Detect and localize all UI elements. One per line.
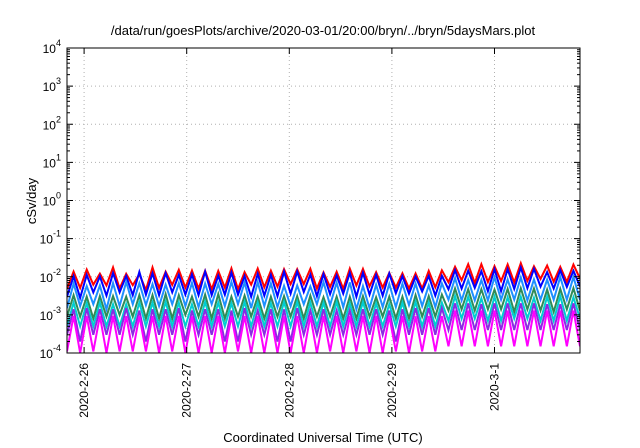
series-line-2 [67, 264, 580, 302]
y-tick-label: 102 [43, 114, 61, 132]
x-axis-label: Coordinated Universal Time (UTC) [223, 430, 422, 445]
y-tick-label: 100 [43, 191, 61, 209]
y-tick-label: 10-2 [40, 267, 61, 285]
y-axis-label: cSv/day [24, 177, 39, 224]
y-tick-label: 10-4 [40, 343, 61, 361]
x-tick-label: 2020-2-27 [180, 363, 194, 418]
y-tick-label: 103 [43, 76, 61, 94]
chart-title: /data/run/goesPlots/archive/2020-03-01/2… [111, 23, 536, 38]
x-tick-label: 2020-2-26 [77, 363, 91, 418]
y-tick-label: 101 [43, 152, 61, 170]
x-tick-label: 2020-2-29 [385, 363, 399, 418]
y-tick-label: 10-1 [40, 229, 61, 247]
ticks: 10-4 10-3 10-2 10-1 100 101 102 103 104 2020-2-26… [40, 38, 580, 418]
y-tick-label: 104 [43, 38, 61, 56]
series-line-6 [67, 303, 580, 342]
series-line-4 [67, 284, 580, 323]
x-tick-label: 2020-3-1 [488, 363, 502, 411]
series-line-5 [67, 292, 580, 331]
series-group [67, 260, 580, 353]
x-tick-label: 2020-2-28 [282, 363, 296, 418]
grid [67, 48, 580, 353]
series-line-3 [67, 273, 580, 314]
series-line-7 [67, 310, 580, 353]
y-tick-label: 10-3 [40, 305, 61, 323]
